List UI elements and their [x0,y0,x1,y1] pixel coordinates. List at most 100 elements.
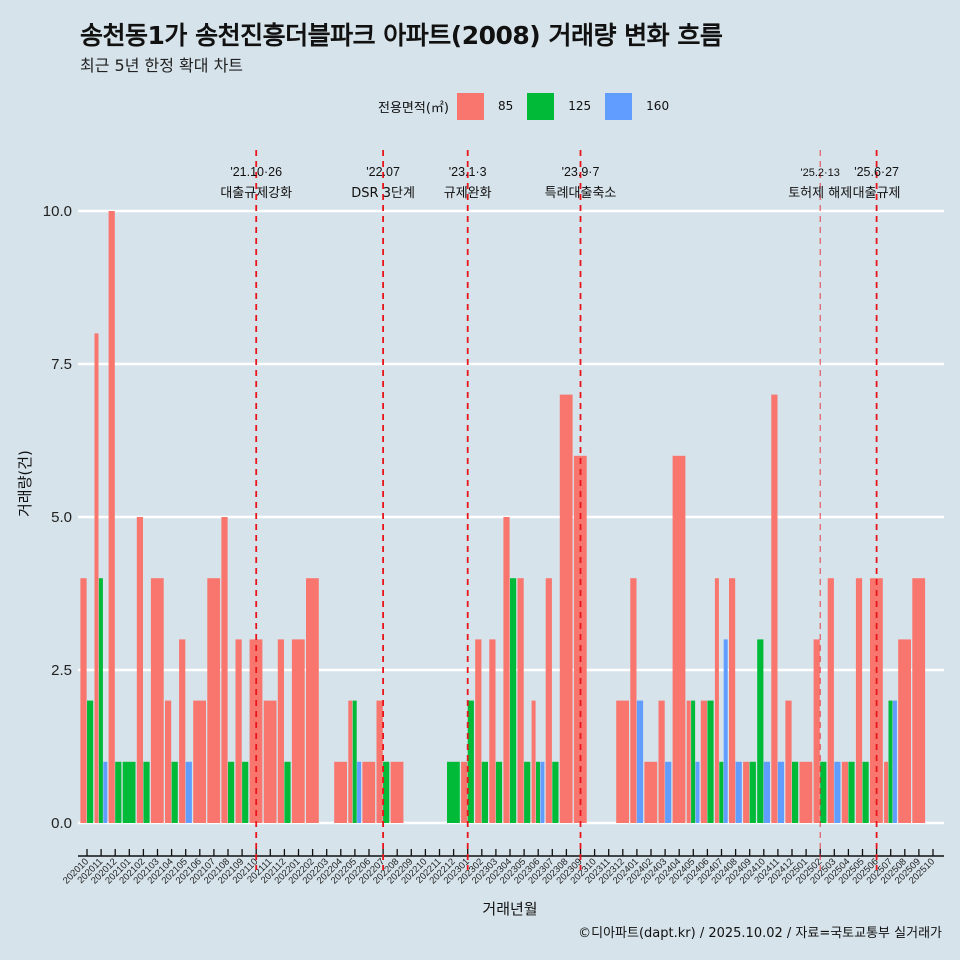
bar-202111-85 [263,700,277,823]
bar-202108-125 [228,761,235,823]
bar-202408-85 [729,578,736,823]
bar-202505-125 [862,761,869,823]
event-date-label: '23.9·7 [562,165,600,179]
bar-202112-125 [284,761,291,823]
bar-202010-125 [87,700,94,823]
bar-202204-85 [334,761,347,823]
legend: 전용면적(㎡) 85 125 160 [378,92,683,120]
bar-202509-85 [912,578,926,823]
bar-202504-85 [841,761,848,823]
bar-202306-85 [531,700,536,823]
bar-202301-85 [461,761,468,823]
bar-202405-125 [691,700,696,823]
bar-202103-85 [150,578,164,823]
bar-202404-85 [672,455,686,823]
bar-202507-160 [892,700,897,823]
bar-202109-125 [242,761,249,823]
y-axis-title: 거래량(건) [16,450,34,517]
bar-202406-85 [700,700,707,823]
bar-202010-85 [80,578,87,823]
bar-202012-85 [108,211,115,823]
event-text-label: 규제완화 [444,186,492,201]
bar-202105-160 [185,761,192,823]
bar-202307-85 [545,578,552,823]
bar-202407-125 [719,761,724,823]
bar-202106-85 [193,700,206,823]
bar-202205-160 [357,761,362,823]
chart-title: 송천동1가 송천진흥더블파크 아파트(2008) 거래량 변화 흐름 [80,21,723,50]
bar-202303-125 [495,761,503,823]
bar-202405-85 [686,700,691,823]
bar-202206-85 [362,761,376,823]
legend-label-160: 160 [646,99,670,113]
bar-202305-85 [517,578,524,823]
event-date-label: '23.1·3 [449,165,487,179]
bar-202011-160 [103,761,108,823]
bar-202104-125 [171,761,178,823]
bar-202503-160 [834,761,841,823]
bar-202410-125 [757,639,764,823]
x-axis-title: 거래년월 [482,900,538,918]
bar-202307-125 [552,761,559,823]
legend-key-160 [605,92,633,120]
bar-202207-85 [376,700,383,823]
bar-202102-125 [143,761,150,823]
y-tick-label: 2.5 [51,662,72,679]
bar-202107-85 [207,578,221,823]
y-tick-label: 0.0 [51,815,72,832]
bar-202409-85 [743,761,750,823]
bar-202407-160 [723,639,728,823]
bar-202208-85 [390,761,404,823]
bar-202502-125 [820,761,827,823]
bar-202507-125 [888,700,893,823]
bar-202412-125 [792,761,799,823]
bar-202312-85 [616,700,629,823]
bar-202410-160 [763,761,770,823]
legend-label-85: 85 [497,99,514,113]
y-tick-label: 5.0 [51,509,72,526]
bar-202011-85 [94,333,99,823]
event-text-label: 특례대출축소 [545,186,617,201]
bar-202503-85 [827,578,834,823]
bar-202108-85 [221,517,228,823]
event-date-label: '22.07 [366,165,400,179]
bar-202205-85 [348,700,353,823]
legend-key-125 [527,92,555,120]
bar-202012-125 [115,761,122,823]
bar-202502-85 [813,639,820,823]
event-text-label: 대출규제강화 [220,186,292,201]
bar-202405-160 [695,761,700,823]
event-date-label: '21.10·26 [230,165,282,179]
source-footer: ©디아파트(dapt.kr) / 2025.10.02 / 자료=국토교통부 실… [578,926,942,941]
legend-key-85 [456,92,484,120]
legend-label-125: 125 [568,99,592,113]
bar-202201-85 [291,639,305,823]
bar-202507-85 [884,761,889,823]
bar-202505-85 [855,578,863,823]
bar-202304-85 [503,517,510,823]
bar-202401-85 [630,578,637,823]
bar-202112-85 [277,639,284,823]
bar-202402-85 [644,761,658,823]
bar-202504-125 [848,761,855,823]
event-date-label: '25.2·13 [800,167,839,179]
bar-202409-125 [749,761,756,823]
bar-202401-160 [636,700,644,823]
bar-202202-85 [306,578,319,823]
bar-202102-85 [136,517,143,823]
event-text-label: 대출규제 [853,186,901,201]
y-tick-label: 7.5 [51,356,72,373]
bar-202407-85 [714,578,719,823]
bar-202406-125 [707,700,714,823]
bar-202011-125 [98,578,103,823]
event-text-label: DSR 3단계 [351,186,415,201]
bar-202110-85 [249,639,263,823]
bar-202408-160 [735,761,742,823]
bar-202411-160 [777,761,785,823]
bar-202109-85 [235,639,242,823]
bar-202308-85 [559,394,573,823]
event-text-label: 토허제 해제 [788,186,852,201]
bar-202508-85 [898,639,911,823]
bar-202305-125 [524,761,531,823]
